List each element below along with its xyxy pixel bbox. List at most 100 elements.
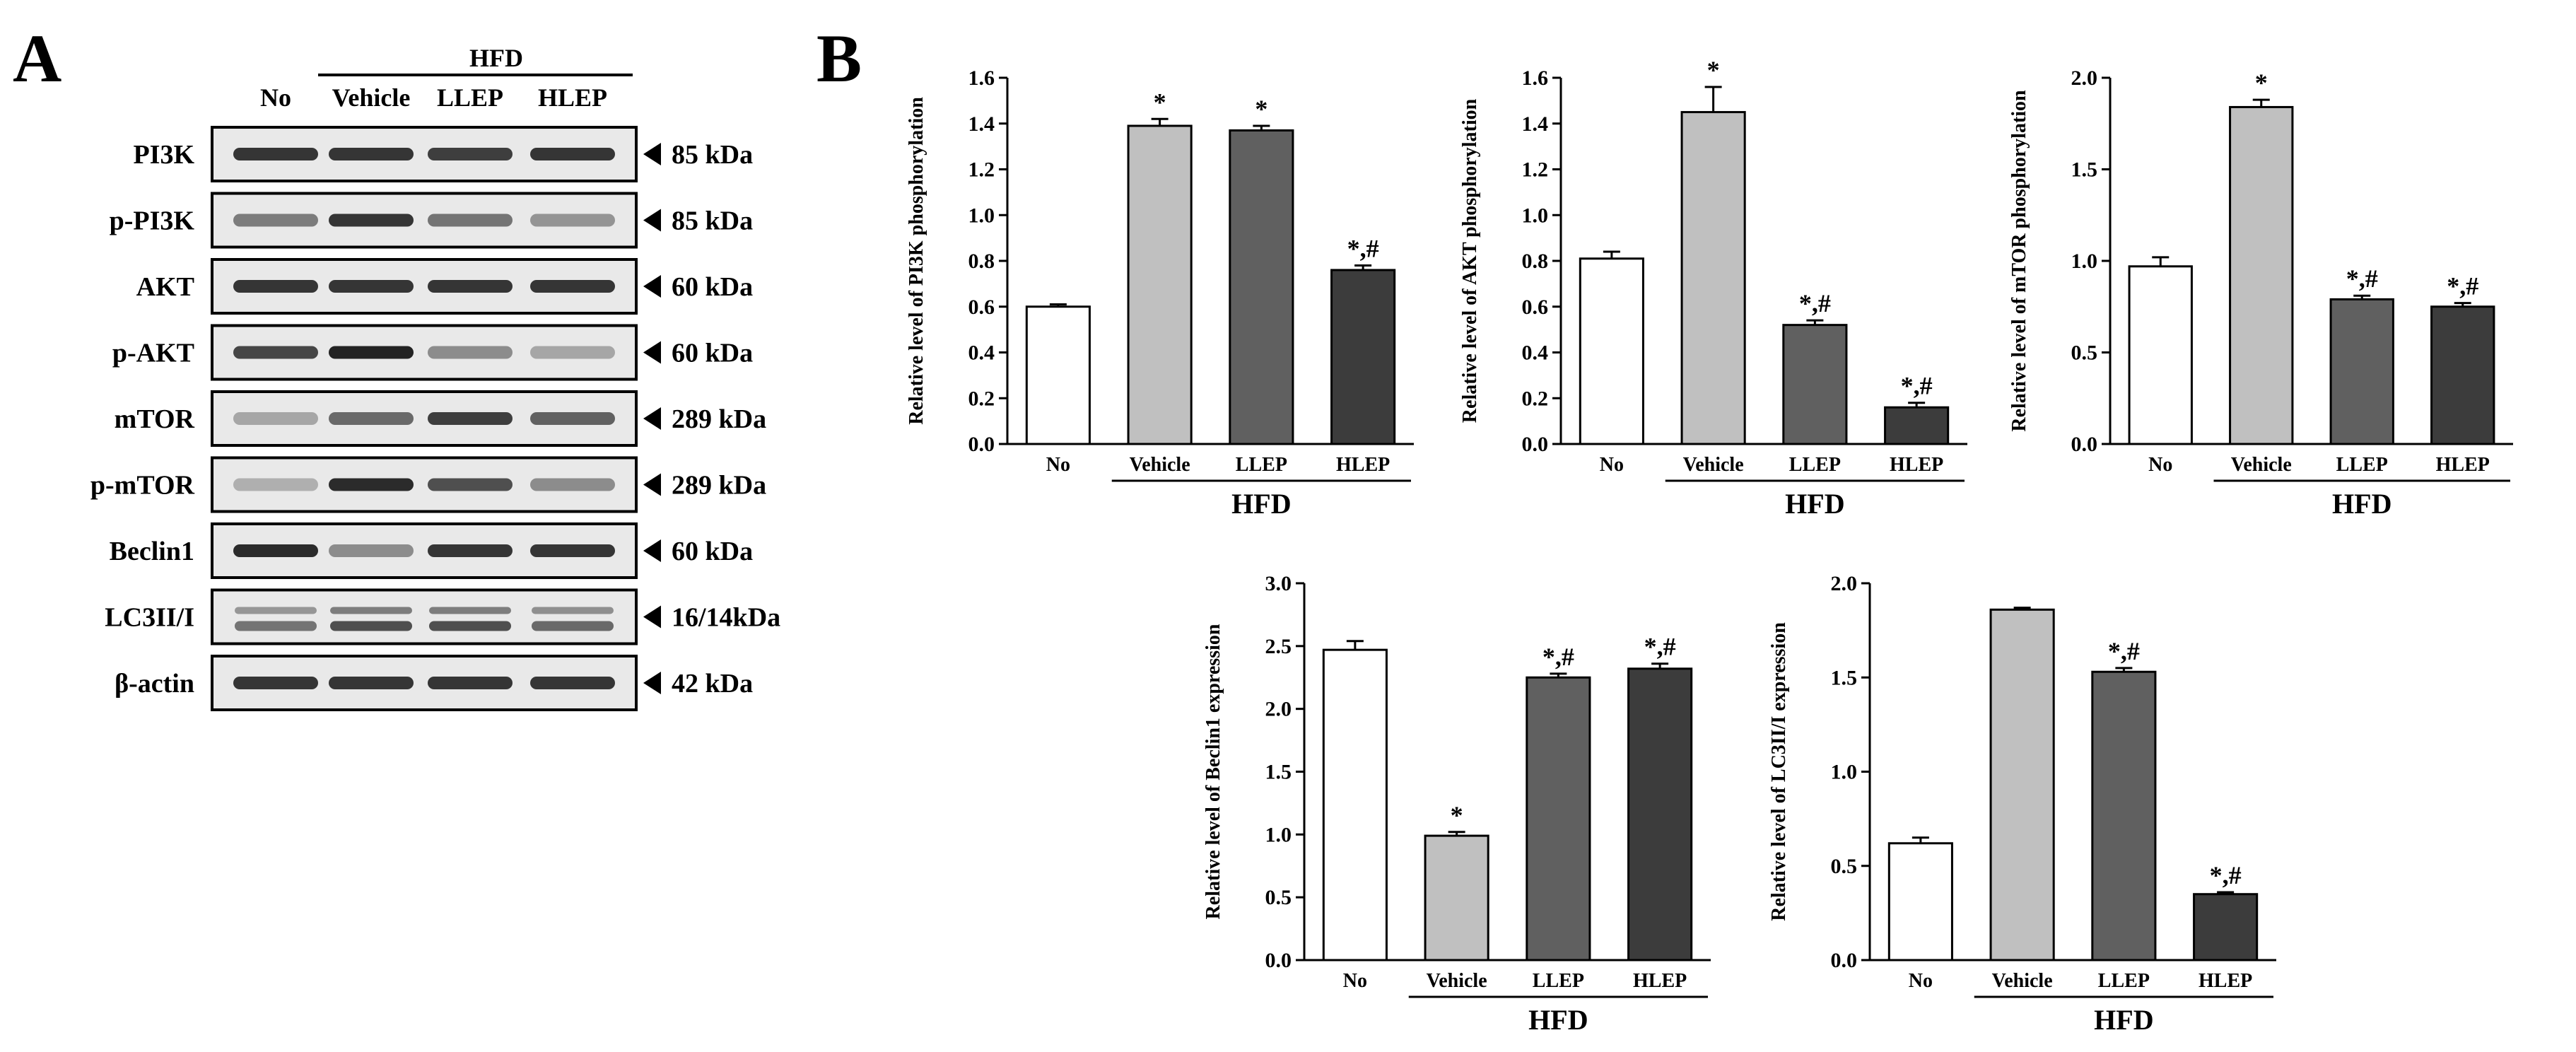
y-tick-label: 3.0 [1265, 572, 1292, 595]
bar-hlep [1627, 667, 1693, 962]
blot-band-upper [330, 607, 412, 614]
panel-a: A HFD No Vehicle LLEP HLEP PI3K 85 kDap-P… [13, 21, 780, 711]
bar-vehicle [2229, 105, 2294, 445]
blot-band [233, 544, 318, 557]
panel-a-letter: A [13, 21, 62, 96]
arrowhead-icon [643, 473, 661, 496]
hfd-group-label: HFD [1231, 488, 1291, 520]
x-tick-label: LLEP [1236, 454, 1287, 476]
blot-band-lower [235, 621, 317, 631]
lane-label-vehicle: Vehicle [332, 83, 411, 112]
hfd-group-label: HFD [2332, 488, 2391, 520]
blot-size-label: 42 kDa [672, 669, 753, 699]
y-tick-label: 1.5 [1265, 761, 1292, 784]
y-tick-label: 0.5 [1831, 855, 1858, 878]
bar-hlep [2430, 305, 2495, 445]
y-tick-label: 2.0 [1831, 572, 1858, 595]
blot-band [530, 280, 615, 293]
blot-row-p-mtor: p-mTOR 289 kDa [90, 456, 766, 513]
blot-protein-label: β-actin [115, 669, 194, 699]
blot-row-actin: β-actin 42 kDa [115, 655, 753, 711]
arrowhead-icon [643, 275, 661, 298]
x-tick-label: LLEP [2098, 970, 2150, 992]
arrowhead-icon [643, 672, 661, 694]
blot-band [329, 544, 414, 557]
x-tick-label: No [1600, 454, 1624, 476]
hfd-group-label: HFD [1528, 1004, 1588, 1036]
bar-llep [1526, 676, 1591, 962]
y-tick-label: 0.0 [1522, 433, 1549, 456]
blot-band [428, 677, 513, 689]
blot-band [233, 280, 318, 293]
x-tick-label: No [1046, 454, 1070, 476]
y-tick-label: 0.0 [2071, 433, 2098, 456]
y-axis-label: Relative level of AKT phosphorylation [1459, 98, 1481, 423]
x-tick-label: HLEP [2436, 454, 2490, 476]
blot-band [233, 478, 318, 491]
significance-label: * [1255, 95, 1267, 123]
blot-band [329, 412, 414, 425]
hfd-group-label: HFD [1785, 488, 1844, 520]
bar-no [1887, 842, 1953, 962]
arrowhead-icon [643, 143, 661, 165]
y-tick-label: 1.5 [1831, 666, 1858, 689]
bar-no [1322, 648, 1388, 962]
blot-band [233, 677, 318, 689]
y-tick-label: 1.6 [1522, 66, 1549, 90]
significance-label: *,# [2447, 272, 2478, 300]
significance-label: *,# [2346, 264, 2378, 293]
blot-row-akt: AKT 60 kDa [136, 258, 753, 315]
blot-row-pi3k: PI3K 85 kDa [133, 126, 753, 182]
hfd-group-label: HFD [2094, 1004, 2153, 1036]
y-axis-label: Relative level of mTOR phosphorylation [2008, 90, 2030, 432]
y-tick-label: 0.0 [1831, 949, 1858, 972]
y-tick-label: 1.0 [1265, 823, 1292, 846]
blot-band-lower [532, 621, 614, 631]
y-axis-label: Relative level of LC3II/I expression [1768, 622, 1790, 921]
blot-row-lc3ii-i: LC3II/I 16/14kDa [105, 588, 780, 645]
bar-no [1025, 305, 1091, 445]
x-tick-label: HLEP [1336, 454, 1390, 476]
y-tick-label: 0.0 [968, 433, 995, 456]
blot-protein-label: PI3K [133, 140, 194, 170]
blot-size-label: 289 kDa [672, 471, 766, 501]
significance-label: * [1154, 88, 1166, 116]
blot-row-p-akt: p-AKT 60 kDa [112, 324, 753, 381]
x-tick-label: HLEP [1633, 970, 1687, 992]
blot-band-upper [235, 607, 317, 614]
blot-band [530, 346, 615, 359]
significance-label: *,# [1799, 289, 1831, 317]
y-tick-label: 0.4 [1522, 341, 1549, 365]
x-tick-label: No [2148, 454, 2172, 476]
blot-protein-label: AKT [136, 272, 194, 302]
bar-llep [1782, 324, 1848, 445]
blot-band-upper [532, 607, 614, 614]
x-tick-label: No [1343, 970, 1367, 992]
blot-band [329, 478, 414, 491]
x-tick-label: HLEP [2199, 970, 2252, 992]
blot-row-p-pi3k: p-PI3K 85 kDa [110, 192, 753, 249]
blot-size-label: 85 kDa [672, 140, 753, 170]
blot-band [329, 346, 414, 359]
x-tick-label: Vehicle [2231, 454, 2292, 476]
bar-hlep [1330, 269, 1396, 445]
blot-hfd-label: HFD [469, 44, 523, 72]
chart-5: 0.0 0.5 1.0 1.5 2.0 Relative level of LC3II/I… [1768, 572, 2276, 1036]
y-tick-label: 0.5 [1265, 886, 1292, 909]
blot-band [428, 280, 513, 293]
blot-size-label: 60 kDa [672, 272, 753, 302]
x-tick-label: LLEP [1789, 454, 1841, 476]
y-tick-label: 0.0 [1265, 949, 1292, 972]
y-tick-label: 1.2 [968, 158, 995, 182]
blot-band [530, 412, 615, 425]
bar-vehicle [1127, 124, 1193, 445]
blot-strip [211, 588, 638, 645]
blot-size-label: 60 kDa [672, 537, 753, 566]
bar-vehicle [1680, 111, 1746, 445]
blot-size-label: 289 kDa [672, 404, 766, 434]
x-tick-label: HLEP [1890, 454, 1943, 476]
y-tick-label: 1.0 [1831, 761, 1858, 784]
blot-band [428, 148, 513, 160]
bar-hlep [1884, 406, 1950, 445]
